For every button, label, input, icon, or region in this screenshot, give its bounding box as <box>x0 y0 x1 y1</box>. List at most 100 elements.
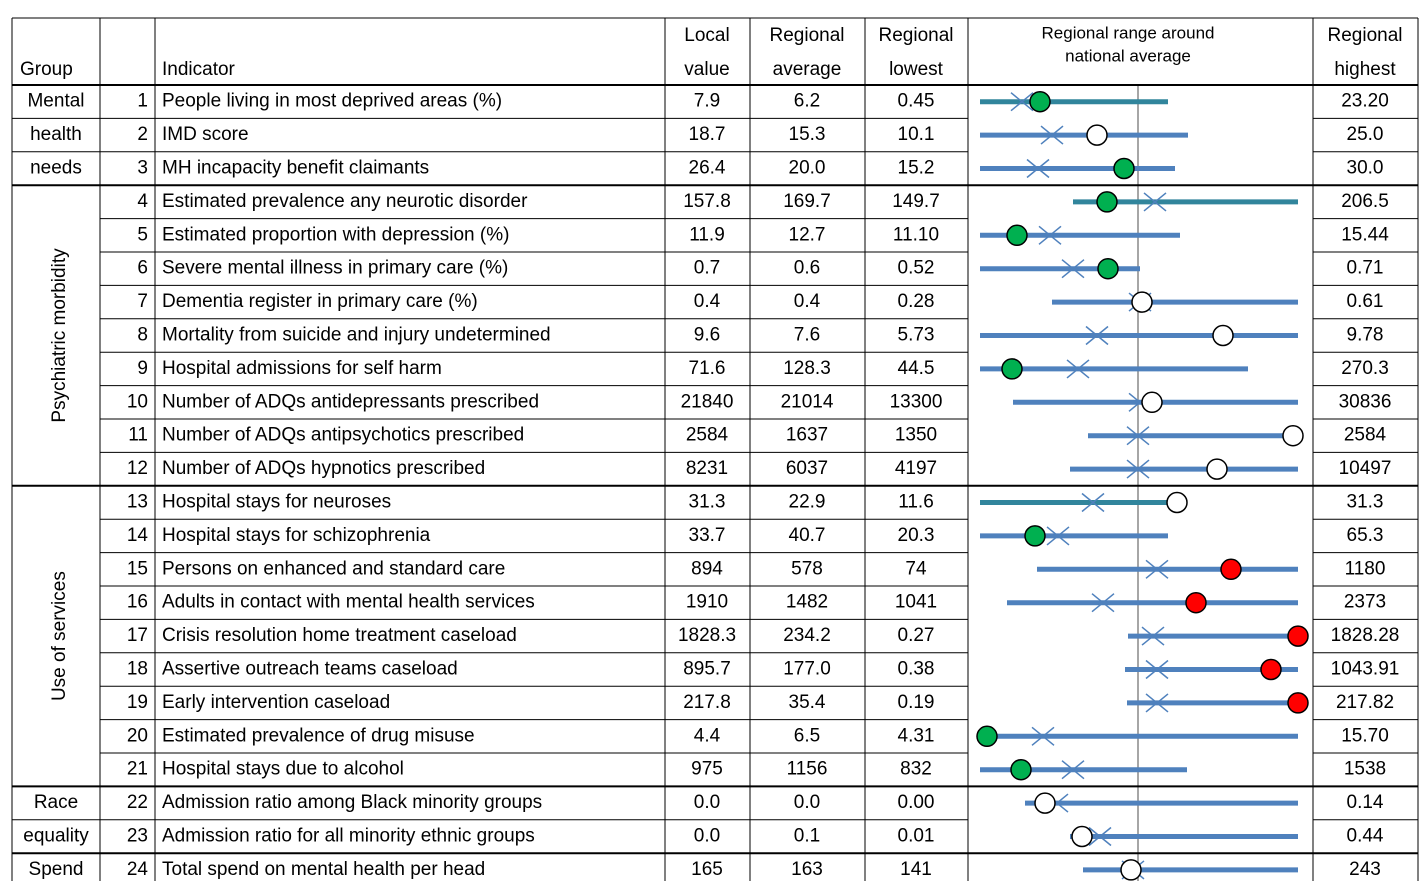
x-stroke <box>1126 459 1150 479</box>
regional-average: 0.0 <box>794 792 820 813</box>
row-number: 14 <box>127 525 149 546</box>
regional-lowest: 20.3 <box>898 525 935 546</box>
local-value: 71.6 <box>689 358 726 379</box>
group-label: Spend <box>29 859 84 880</box>
local-value-marker <box>1120 859 1142 881</box>
header-regional-average: average <box>773 59 842 80</box>
regional-lowest: 1041 <box>895 592 937 613</box>
local-value-marker <box>1097 257 1119 280</box>
local-value: 217.8 <box>683 692 731 713</box>
local-value: 2584 <box>686 425 729 446</box>
regional-highest: 30.0 <box>1347 158 1384 179</box>
row-number: 3 <box>137 158 148 179</box>
regional-average-marker <box>1046 526 1070 546</box>
regional-average-marker <box>1038 225 1062 245</box>
regional-highest: 9.78 <box>1347 325 1384 346</box>
regional-average-marker <box>1061 760 1085 780</box>
group-label: Mental <box>27 91 84 112</box>
row-number: 9 <box>137 358 148 379</box>
regional-highest: 65.3 <box>1347 525 1384 546</box>
regional-average: 15.3 <box>789 124 826 145</box>
regional-highest: 243 <box>1349 859 1381 880</box>
regional-highest: 2373 <box>1344 592 1386 613</box>
regional-highest: 1538 <box>1344 759 1386 780</box>
x-stroke <box>1091 593 1115 613</box>
regional-average: 35.4 <box>789 692 826 713</box>
regional-average: 12.7 <box>789 224 826 245</box>
regional-average: 1637 <box>786 425 828 446</box>
x-stroke <box>1088 826 1112 847</box>
regional-average: 1156 <box>787 759 828 780</box>
indicator: Early intervention caseload <box>162 692 390 713</box>
regional-average-marker <box>1145 659 1169 680</box>
x-stroke <box>1081 492 1105 513</box>
indicator: Total spend on mental health per head <box>162 859 485 880</box>
x-stroke <box>1143 192 1167 212</box>
x-stroke <box>1141 626 1165 646</box>
row-number: 22 <box>127 792 148 813</box>
regional-average-marker <box>1085 325 1109 346</box>
group-label: needs <box>30 158 82 179</box>
header-local-value: Local <box>684 25 729 46</box>
regional-average: 177.0 <box>783 659 831 680</box>
local-value: 21840 <box>681 391 734 412</box>
regional-average: 128.3 <box>783 358 831 379</box>
x-stroke <box>1066 359 1090 379</box>
local-value-marker <box>1206 458 1228 480</box>
local-value: 894 <box>691 558 723 579</box>
local-value: 0.0 <box>694 792 720 813</box>
indicator: Estimated prevalence any neurotic disord… <box>162 191 528 212</box>
local-value-marker <box>1113 157 1135 180</box>
indicator: Mortality from suicide and injury undete… <box>162 325 551 346</box>
group-label: Race <box>34 792 78 813</box>
local-value-marker <box>1034 792 1056 814</box>
indicator: Adults in contact with mental health ser… <box>162 592 535 613</box>
regional-highest: 23.20 <box>1341 91 1389 112</box>
regional-average: 1482 <box>786 592 828 613</box>
local-value: 31.3 <box>689 492 726 513</box>
local-value-marker <box>1220 558 1242 581</box>
row-number: 15 <box>127 558 148 579</box>
x-stroke <box>1061 760 1085 780</box>
regional-highest: 15.44 <box>1341 224 1389 245</box>
regional-highest: 25.0 <box>1347 124 1384 145</box>
indicator: IMD score <box>162 124 249 145</box>
regional-average: 0.1 <box>794 826 820 847</box>
regional-average-marker <box>1066 359 1090 379</box>
regional-lowest: 0.45 <box>898 91 935 112</box>
indicator: Assertive outreach teams caseload <box>162 659 458 680</box>
regional-highest: 1828.28 <box>1331 625 1400 646</box>
local-value: 0.4 <box>694 291 721 312</box>
regional-lowest: 0.19 <box>898 692 935 713</box>
regional-lowest: 11.10 <box>893 224 939 245</box>
local-value-marker <box>1001 358 1023 380</box>
indicator: Estimated prevalence of drug misuse <box>162 725 475 746</box>
regional-average: 6.2 <box>794 91 820 112</box>
row-number: 2 <box>137 124 148 145</box>
local-value: 0.7 <box>694 258 720 279</box>
local-value: 11.9 <box>689 224 725 245</box>
indicator: MH incapacity benefit claimants <box>162 158 429 179</box>
regional-average-marker <box>1145 693 1169 713</box>
row-number: 5 <box>137 224 148 245</box>
row-number: 11 <box>128 425 148 446</box>
row-number: 7 <box>137 291 148 312</box>
row-number: 10 <box>127 391 148 412</box>
regional-average: 22.9 <box>789 492 826 513</box>
indicator: People living in most deprived areas (%) <box>162 91 502 112</box>
regional-average: 7.6 <box>794 325 820 346</box>
row-number: 24 <box>127 859 149 880</box>
regional-lowest: 11.6 <box>898 492 934 513</box>
regional-lowest: 0.52 <box>898 258 935 279</box>
indicator: Number of ADQs hypnotics prescribed <box>162 458 485 479</box>
local-value: 1828.3 <box>678 625 736 646</box>
header-regional-average: Regional <box>770 25 845 46</box>
indicator: Number of ADQs antipsychotics prescribed <box>162 425 524 446</box>
regional-highest: 31.3 <box>1347 492 1384 513</box>
local-value: 26.4 <box>689 158 726 179</box>
indicator: Crisis resolution home treatment caseloa… <box>162 625 517 646</box>
row-number: 12 <box>127 458 148 479</box>
x-stroke <box>1126 426 1150 446</box>
row-number: 21 <box>127 759 148 780</box>
